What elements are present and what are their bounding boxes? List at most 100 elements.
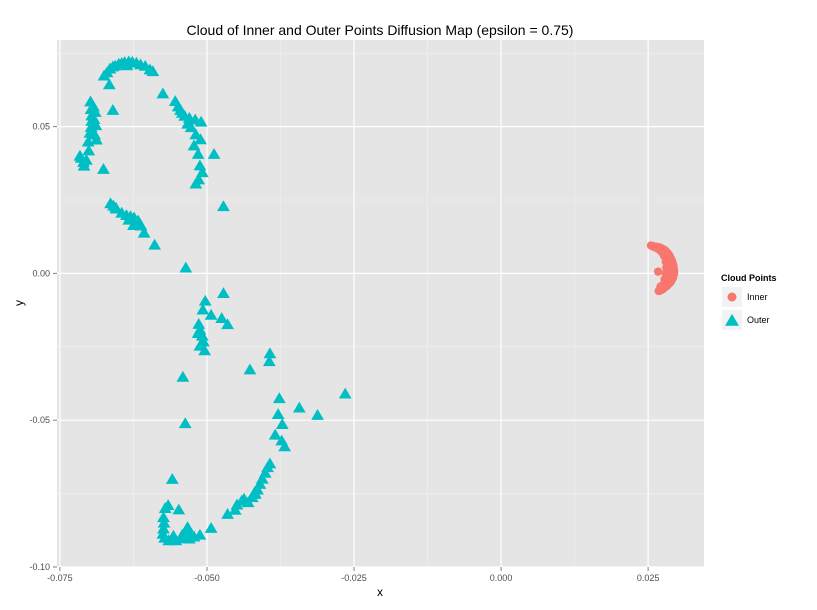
point-inner — [666, 276, 676, 286]
legend-item-inner: Inner — [722, 287, 768, 307]
y-tick-label: -0.10 — [29, 562, 50, 572]
point-outer — [207, 148, 221, 159]
x-tick-label: 0.000 — [490, 573, 513, 583]
point-inner — [653, 267, 663, 276]
x-axis-ticks: -0.075 -0.050 -0.025 0.000 0.025 — [47, 567, 659, 583]
legend-label: Inner — [747, 292, 768, 302]
point-outer — [88, 106, 102, 117]
point-inner — [656, 282, 665, 291]
point-outer — [192, 318, 206, 329]
legend-title: Cloud Points — [721, 273, 777, 283]
point-outer — [237, 492, 251, 504]
legend-items: Inner Outer — [722, 287, 770, 330]
point-inner — [665, 263, 675, 273]
point-outer — [184, 529, 198, 541]
point-outer — [187, 139, 201, 151]
y-axis-title: y — [12, 300, 26, 306]
point-outer — [194, 115, 208, 127]
point-outer — [157, 511, 170, 523]
point-outer — [82, 144, 96, 156]
x-tick-label: -0.050 — [194, 573, 220, 583]
point-outer — [120, 59, 134, 71]
point-outer — [268, 428, 282, 440]
point-outer — [275, 418, 289, 429]
point-outer — [184, 121, 198, 133]
point-outer — [102, 78, 116, 90]
data-points — [73, 55, 679, 546]
point-outer — [198, 294, 212, 306]
point-outer — [89, 119, 103, 131]
y-axis-ticks: -0.10 -0.05 0.00 0.05 — [29, 122, 57, 572]
point-outer — [178, 417, 192, 429]
point-outer — [87, 113, 101, 124]
point-outer — [221, 318, 234, 330]
point-outer — [243, 363, 257, 375]
point-outer — [262, 355, 276, 367]
point-outer — [217, 200, 230, 212]
point-outer — [157, 516, 171, 528]
point-outer — [148, 238, 162, 250]
point-outer — [109, 201, 123, 213]
point-outer — [196, 303, 210, 315]
point-outer — [204, 522, 218, 533]
point-outer — [248, 486, 262, 498]
point-outer — [175, 528, 189, 540]
point-outer — [191, 148, 205, 159]
point-outer — [80, 153, 93, 165]
point-outer — [127, 219, 140, 230]
point-outer — [193, 159, 207, 171]
point-inner — [649, 242, 659, 252]
point-outer — [198, 344, 212, 356]
plot-background — [57, 40, 704, 567]
point-outer — [221, 507, 234, 519]
point-outer — [192, 173, 206, 185]
legend-key-inner — [727, 292, 737, 302]
series-inner — [646, 241, 679, 296]
point-outer — [106, 103, 120, 115]
x-tick-label: -0.075 — [47, 573, 73, 583]
point-outer — [195, 329, 209, 341]
point-outer — [272, 392, 286, 404]
point-outer — [228, 503, 242, 515]
point-outer — [217, 287, 230, 299]
point-inner — [659, 249, 668, 259]
legend-label: Outer — [747, 315, 770, 325]
point-outer — [311, 409, 324, 420]
point-outer — [137, 226, 151, 238]
point-outer — [292, 401, 306, 413]
point-outer — [146, 65, 160, 77]
point-outer — [176, 370, 190, 382]
chart-title: Cloud of Inner and Outer Points Diffusio… — [187, 22, 574, 38]
series-outer — [73, 55, 352, 546]
x-tick-label: -0.025 — [341, 573, 367, 583]
x-axis-title: x — [377, 585, 383, 599]
point-outer — [263, 347, 277, 359]
point-outer — [156, 87, 170, 99]
point-outer — [165, 473, 179, 484]
point-outer — [161, 499, 175, 511]
legend-item-outer: Outer — [722, 310, 770, 330]
point-outer — [204, 308, 218, 320]
point-outer — [271, 408, 285, 420]
y-tick-label: -0.05 — [29, 415, 50, 425]
point-outer — [179, 261, 193, 273]
point-outer — [167, 529, 180, 541]
legend-key-outer — [725, 313, 739, 326]
point-outer — [90, 133, 103, 145]
point-outer — [278, 440, 292, 452]
y-tick-label: 0.00 — [32, 268, 50, 278]
x-tick-label: 0.025 — [637, 573, 660, 583]
point-outer — [194, 133, 207, 145]
point-outer — [338, 387, 352, 399]
major-gridlines — [57, 40, 704, 568]
legend: Cloud Points Inner Outer — [721, 273, 777, 330]
point-outer — [97, 162, 110, 174]
point-outer — [157, 522, 170, 534]
point-outer — [215, 312, 229, 324]
minor-gridlines — [57, 40, 704, 567]
point-outer — [73, 149, 87, 161]
y-tick-label: 0.05 — [32, 122, 50, 132]
point-outer — [77, 159, 91, 171]
point-outer — [172, 503, 186, 515]
